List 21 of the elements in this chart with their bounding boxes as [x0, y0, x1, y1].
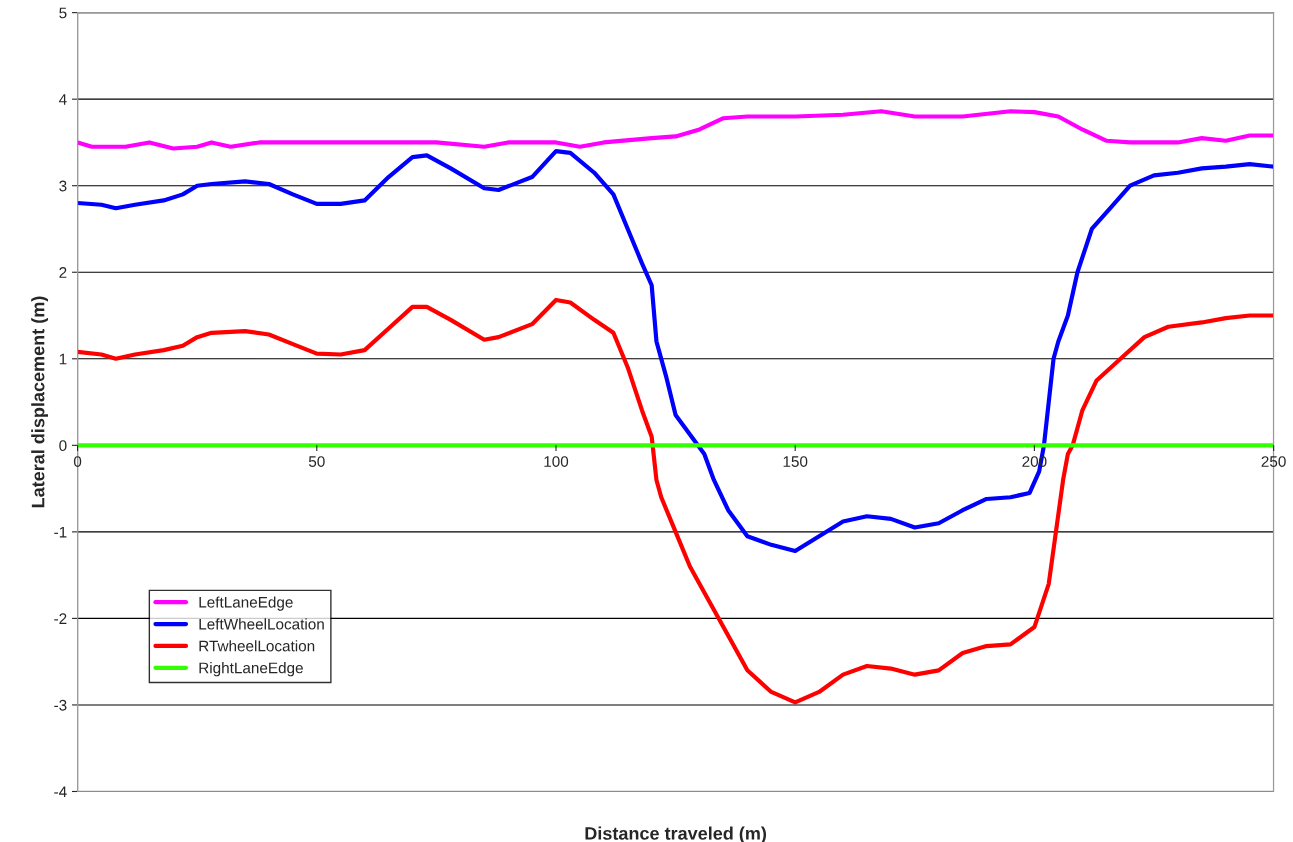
legend-label: LeftWheelLocation — [199, 618, 324, 630]
legend-label: RTwheelLocation — [199, 640, 315, 652]
y-tick-label: -1 — [54, 526, 67, 538]
line-series — [77, 109, 1274, 151]
y-axis-title: Lateral displacement (m) — [31, 296, 49, 508]
y-tick-label: 1 — [59, 353, 67, 365]
legend-label: LeftLaneEdge — [199, 596, 293, 611]
y-tick-label: 4 — [59, 94, 67, 105]
legend-label: RightLaneEdge — [199, 662, 303, 677]
y-tick-label: -2 — [54, 613, 67, 624]
x-tick-label: 250 — [1261, 456, 1286, 467]
y-tick-label: -4 — [54, 786, 67, 798]
y-tick-label: 3 — [59, 180, 67, 192]
y-tick-label: -3 — [54, 699, 67, 711]
x-tick-label: 100 — [544, 456, 569, 467]
x-tick-label: 150 — [783, 456, 808, 467]
y-tick-label: 5 — [59, 7, 67, 19]
x-tick-label: 0 — [73, 456, 82, 467]
y-tick-label: 2 — [59, 267, 67, 278]
y-tick-label: 0 — [59, 440, 67, 452]
x-tick-label: 50 — [308, 456, 325, 467]
